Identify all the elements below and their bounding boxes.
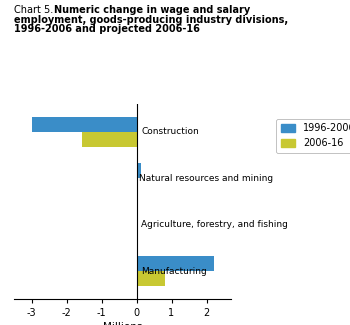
Bar (32, 117, 136, 132)
Text: Chart 5.: Chart 5. (14, 5, 56, 15)
Text: employment, goods-producing industry divisions,: employment, goods-producing industry div… (14, 15, 288, 25)
Bar (136, 178, 138, 193)
Text: Manufacturing: Manufacturing (141, 266, 207, 276)
Text: Construction: Construction (141, 127, 199, 136)
Text: Agriculture, forestry, and fishing: Agriculture, forestry, and fishing (141, 220, 288, 229)
Bar (82, 132, 136, 147)
X-axis label: Millions: Millions (103, 322, 142, 325)
Bar (136, 271, 164, 286)
Bar (136, 210, 138, 225)
Text: Natural resources and mining: Natural resources and mining (139, 174, 273, 183)
Text: 1996-2006 and projected 2006-16: 1996-2006 and projected 2006-16 (14, 24, 200, 34)
Bar (136, 163, 141, 178)
Legend: 1996-2006, 2006-16: 1996-2006, 2006-16 (276, 119, 350, 153)
Text: Numeric change in wage and salary: Numeric change in wage and salary (54, 5, 251, 15)
Bar (136, 256, 214, 271)
